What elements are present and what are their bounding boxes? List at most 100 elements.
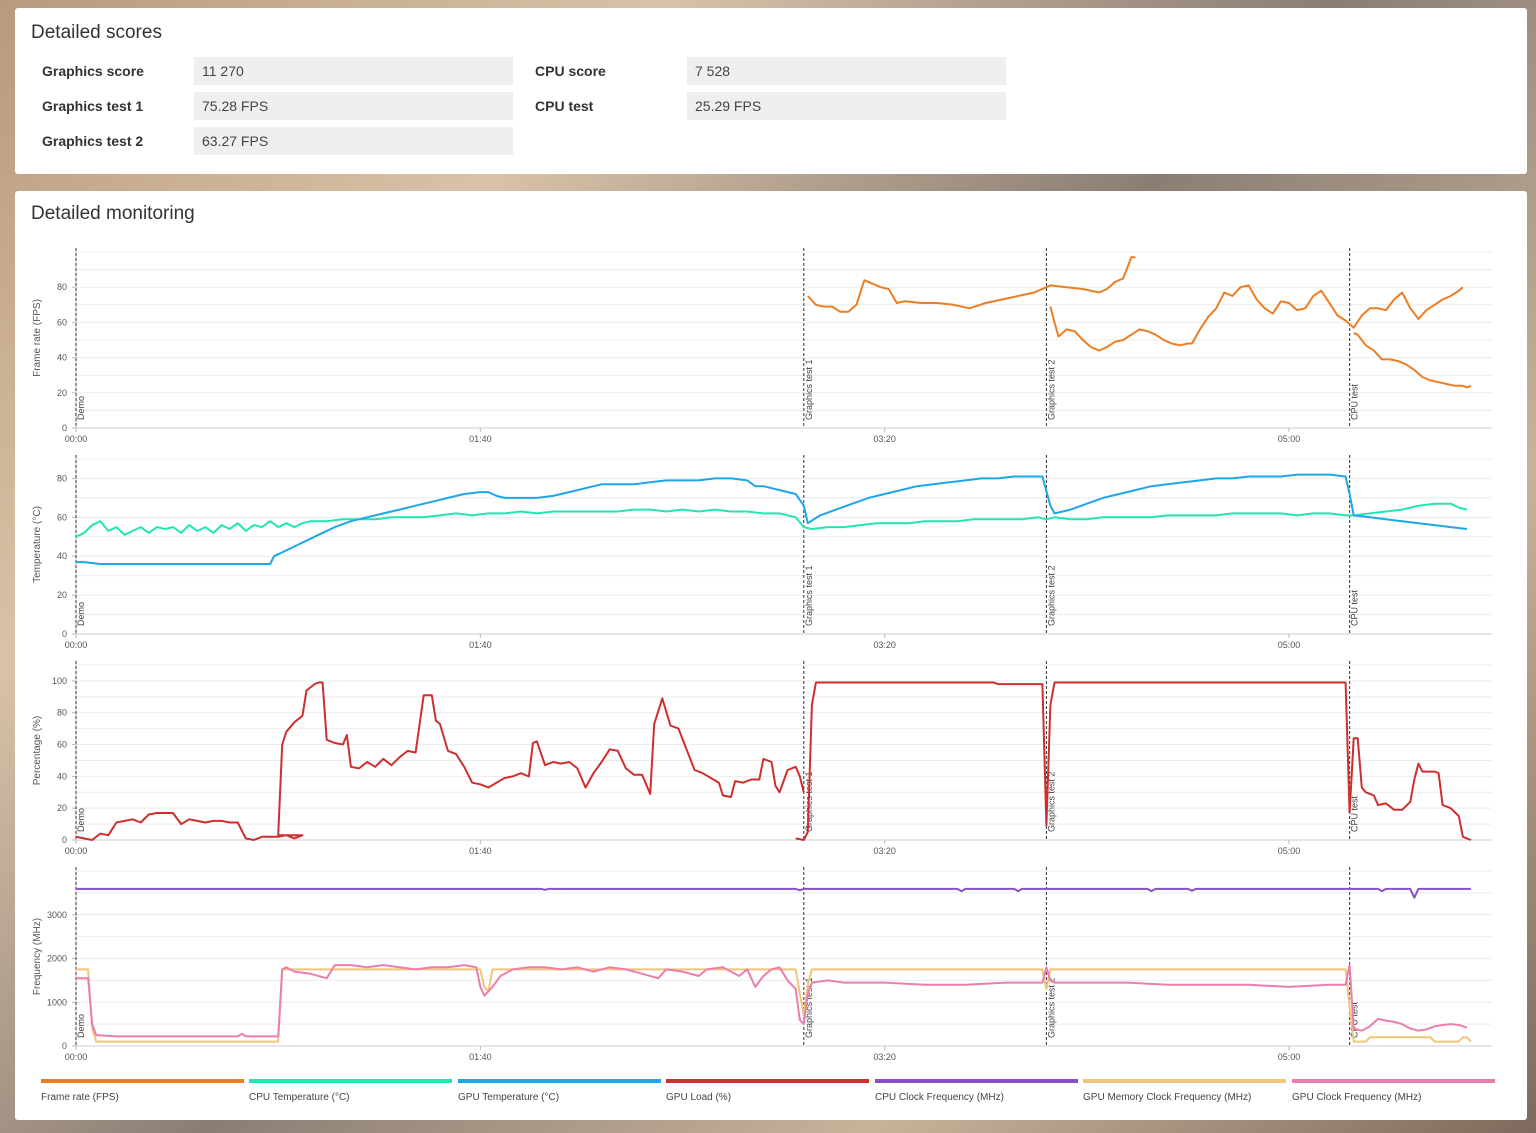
monitoring-title: Detailed monitoring (31, 203, 195, 224)
legend-swatch-cpu-temp (249, 1079, 452, 1083)
x-tick-label: 01:40 (469, 1052, 492, 1062)
section-label: Graphics test 2 (1046, 977, 1056, 1038)
y-tick-label: 0 (62, 629, 67, 639)
y-tick-label: 2000 (47, 954, 67, 964)
legend-swatch-cpu-clock (875, 1079, 1078, 1083)
x-tick-label: 03:20 (873, 434, 896, 444)
legend-item-cpu-temp: CPU Temperature (°C) (249, 1079, 452, 1109)
y-tick-label: 80 (57, 473, 67, 483)
section-label: CPU test (1350, 383, 1360, 420)
section-label: Graphics test 1 (804, 977, 814, 1038)
section-label: CPU test (1350, 589, 1360, 626)
y-tick-label: 40 (57, 353, 67, 363)
series-line (1348, 737, 1472, 841)
section-label: Graphics test 2 (1046, 359, 1056, 420)
series-line (75, 502, 1468, 538)
y-tick-label: 0 (62, 423, 67, 433)
section-label: Demo (76, 1014, 86, 1038)
legend-item-gpu-mem-clock: GPU Memory Clock Frequency (MHz) (1083, 1079, 1286, 1109)
y-axis-label: Temperature (°C) (32, 506, 43, 583)
series-line (76, 968, 1472, 1043)
legend-item-gpu-clock: GPU Clock Frequency (MHz) (1292, 1079, 1495, 1109)
legend-swatch-gpu-mem-clock (1083, 1079, 1286, 1083)
x-tick-label: 03:20 (873, 640, 896, 650)
y-axis-label: Frequency (MHz) (32, 918, 43, 995)
x-tick-label: 05:00 (1278, 434, 1301, 444)
section-label: CPU test (1350, 795, 1360, 832)
graphics-test2-label: Graphics test 2 (42, 133, 144, 149)
legend-label-gpu-clock: GPU Clock Frequency (MHz) (1292, 1092, 1422, 1103)
scores-title: Detailed scores (31, 22, 162, 43)
x-tick-label: 01:40 (469, 434, 492, 444)
legend-swatch-gpu-temp (458, 1079, 661, 1083)
cpu-test-value: 25.29 FPS (687, 92, 1006, 120)
section-label: Demo (76, 808, 86, 832)
x-tick-label: 03:20 (873, 846, 896, 856)
legend-item-gpu-temp: GPU Temperature (°C) (458, 1079, 661, 1109)
section-label: CPU test (1350, 1001, 1360, 1038)
legend-label-gpu-load: GPU Load (%) (666, 1092, 732, 1103)
section-label: Demo (76, 396, 86, 420)
y-tick-label: 0 (62, 1041, 67, 1051)
y-tick-label: 3000 (47, 910, 67, 920)
section-label: Graphics test 2 (1046, 565, 1056, 626)
x-tick-label: 03:20 (873, 1052, 896, 1062)
legend-label-gpu-temp: GPU Temperature (°C) (458, 1092, 560, 1103)
graphics-test2-value: 63.27 FPS (194, 127, 513, 155)
graphics-score-value: 11 270 (194, 57, 513, 85)
cpu-score-value: 7 528 (687, 57, 1006, 85)
y-tick-label: 80 (57, 282, 67, 292)
legend-label-cpu-temp: CPU Temperature (°C) (249, 1092, 350, 1103)
section-label: Demo (76, 602, 86, 626)
series-line (1353, 332, 1472, 389)
x-tick-label: 00:00 (65, 1052, 88, 1062)
legend-item-fps: Frame rate (FPS) (41, 1079, 244, 1109)
y-tick-label: 20 (57, 590, 67, 600)
legend-label-gpu-mem-clock: GPU Memory Clock Frequency (MHz) (1083, 1092, 1252, 1103)
legend-item-gpu-load: GPU Load (%) (666, 1079, 869, 1109)
detailed-scores-panel: Detailed scores Graphics score 11 270 Gr… (15, 8, 1527, 174)
y-tick-label: 40 (57, 551, 67, 561)
cpu-score-label: CPU score (535, 63, 606, 79)
graphics-test1-value: 75.28 FPS (194, 92, 513, 120)
legend-swatch-gpu-clock (1292, 1079, 1495, 1083)
series-line (76, 964, 1468, 1038)
y-tick-label: 60 (57, 317, 67, 327)
legend-swatch-gpu-load (666, 1079, 869, 1083)
x-tick-label: 01:40 (469, 846, 492, 856)
x-tick-label: 00:00 (65, 434, 88, 444)
x-tick-label: 00:00 (65, 640, 88, 650)
legend-swatch-fps (41, 1079, 244, 1083)
series-line (807, 256, 1136, 313)
y-tick-label: 100 (52, 676, 67, 686)
series-line (795, 681, 1351, 841)
legend-label-fps: Frame rate (FPS) (41, 1092, 119, 1103)
y-tick-label: 20 (57, 388, 67, 398)
y-tick-label: 0 (62, 835, 67, 845)
y-axis-label: Frame rate (FPS) (32, 299, 43, 377)
cpu-test-label: CPU test (535, 98, 594, 114)
graphics-score-label: Graphics score (42, 63, 144, 79)
section-label: Graphics test 1 (804, 359, 814, 420)
legend-label-cpu-clock: CPU Clock Frequency (MHz) (875, 1092, 1004, 1103)
y-tick-label: 20 (57, 803, 67, 813)
x-tick-label: 05:00 (1278, 640, 1301, 650)
series-line (76, 473, 1468, 565)
series-line (75, 681, 805, 841)
x-tick-label: 00:00 (65, 846, 88, 856)
series-line (1049, 284, 1464, 352)
x-tick-label: 01:40 (469, 640, 492, 650)
y-tick-label: 60 (57, 740, 67, 750)
y-tick-label: 80 (57, 708, 67, 718)
detailed-monitoring-panel: Detailed monitoring (15, 191, 1527, 1120)
graphics-test1-label: Graphics test 1 (42, 98, 144, 114)
section-label: Graphics test 2 (1046, 771, 1056, 832)
legend-item-cpu-clock: CPU Clock Frequency (MHz) (875, 1079, 1078, 1109)
y-tick-label: 60 (57, 512, 67, 522)
y-axis-label: Percentage (%) (32, 716, 43, 785)
series-line (76, 887, 1471, 899)
x-tick-label: 05:00 (1278, 1052, 1301, 1062)
y-tick-label: 1000 (47, 997, 67, 1007)
x-tick-label: 05:00 (1278, 846, 1301, 856)
